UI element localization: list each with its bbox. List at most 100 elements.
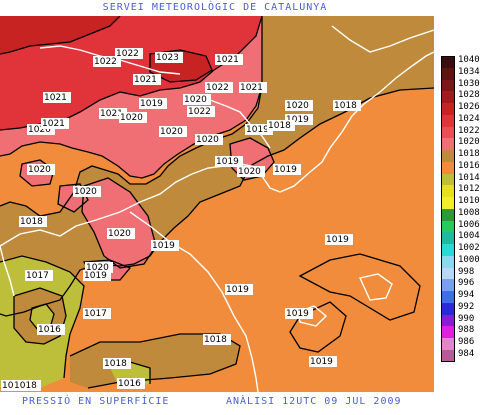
isobar-label-text: 1021 [240,83,263,93]
isobar-label: 1020 [237,166,265,177]
isobar-label: 1020 [27,164,55,175]
scale-swatch [441,67,455,80]
isobar-label-text: 1021 [216,55,239,65]
isobar-label-text: 1018 [96,309,119,319]
scale-value: 996 [458,278,475,289]
isobar-label-text: 1020 [160,127,183,137]
isobar-label-text: 1020 [184,95,207,105]
pressure-zone-1016-core [30,304,54,330]
scale-value: 990 [458,313,475,324]
scale-value: 986 [458,337,475,347]
scale-value: 1020 [458,137,480,148]
isobar-label: 1019 [215,156,243,167]
scale-value: 1004 [458,231,480,242]
isobar-label: 1019 [225,284,253,295]
scale-value: 1034 [458,66,480,77]
isobar-label-text: 1018 [20,217,43,227]
isobar-label: 1020 [85,262,113,273]
scale-swatch [441,56,455,68]
isobar-label: 1020 [183,94,211,105]
isobar-label: 1016 [244,125,267,135]
isobar-label: 1021 [133,74,161,85]
scale-swatch [441,244,455,256]
pressure-map: 1022 1023 1021 1022 1021 1021 1022 1021 … [0,16,434,392]
isobar-label-text: 1020 [196,135,219,145]
isobar-label: 1022 [205,82,233,93]
isobar-label: 1019 [285,114,313,125]
isobar-label: 1019 [151,240,179,251]
isobar-label: 1019 [216,207,239,217]
isobar-label-text: 1018 [334,101,357,111]
isobar-label-text: 1019 [140,99,163,109]
scale-value: 1014 [458,172,480,183]
pressure-zone-1024 [0,16,120,54]
isobar-label-text: 1016 [118,379,141,389]
scale-swatch [441,291,455,303]
scale-value: 1040 [458,55,480,65]
isobar-label-text: 1019 [326,235,349,245]
isobar-label: 1021 [99,108,127,119]
isobar-label-text: 1022 [188,107,211,117]
scale-value: 1006 [458,219,480,230]
scale-swatch [441,91,455,103]
scale-swatch [441,326,455,338]
scale-value: 1024 [458,113,480,124]
isobar-label: 1023 [155,52,183,63]
scale-swatch [441,349,455,362]
isobar-label: 1021 [41,118,69,129]
isobar-label-text: 1021 [100,109,123,119]
isobar-label-text: 1019 [286,309,309,319]
isobar-label-text: 1021 [134,75,157,85]
isobar-label: 1020 [73,186,101,197]
scale-value: 1010 [458,196,480,206]
isobar-label: 1019 [285,308,313,319]
scale-swatch [441,114,455,127]
isobar-label-text: 1018 [104,359,127,369]
isobar-label-text: 1020 [238,167,261,177]
isobar-label-text: 1020 [86,263,109,273]
scale-swatch [441,279,455,291]
isobar-label: 1020 [107,228,135,239]
isobar-label-text: 1019 [216,207,239,217]
scale-value: 1002 [458,243,480,253]
scale-value: 1018 [458,149,480,159]
isobar-label: 1019 [309,356,337,367]
isobar-label: 1020 [159,126,187,137]
scale-value: 1030 [458,78,480,89]
isobar-label: 1019 [325,234,353,245]
map-title: SERVEI METEOROLÒGIC DE CATALUNYA [102,2,328,13]
scale-value: 988 [458,325,475,336]
scale-value: 998 [458,266,475,277]
scale-swatch [441,79,455,92]
isobar-label-text: 1019 [152,241,175,251]
isobar-label-text: 1020 [286,101,309,111]
isobar-label-text: 1019 [226,285,249,295]
isobar-label: 1022 [93,56,121,67]
scale-swatch [441,255,455,268]
scale-value: 1008 [458,207,480,218]
isobar-label-text: 1018 [268,121,291,131]
scale-swatch [441,103,455,115]
scale-swatch [441,314,455,327]
isobar-label: 1020 [27,124,55,135]
isobar-label-text: 1021 [42,119,65,129]
scale-swatch [441,185,455,197]
scale-swatch [441,208,455,221]
isobar-label: 1021 [239,82,267,93]
scale-swatch [441,138,455,150]
scale-value: 1000 [458,254,480,265]
isobar-label: 1020 [285,100,313,111]
isobar-label: 1019 [245,124,273,135]
scale-swatch [441,161,455,174]
isobar-label: 1018 [96,309,119,319]
isobar-label: 1018 [333,100,361,111]
isobar-label-text: 1022 [94,57,117,67]
isobar-label: 1019 [273,164,301,175]
scale-swatch [441,267,455,280]
isobar-label-text: 1023 [156,53,179,63]
isobar-label: 1016 [37,324,65,335]
isobar-label-text: 1022 [206,83,229,93]
isobar-label: 1022 [187,106,215,117]
isobar-label-text: 1017 [84,309,107,319]
isobar-label-text: 1022 [116,49,139,59]
